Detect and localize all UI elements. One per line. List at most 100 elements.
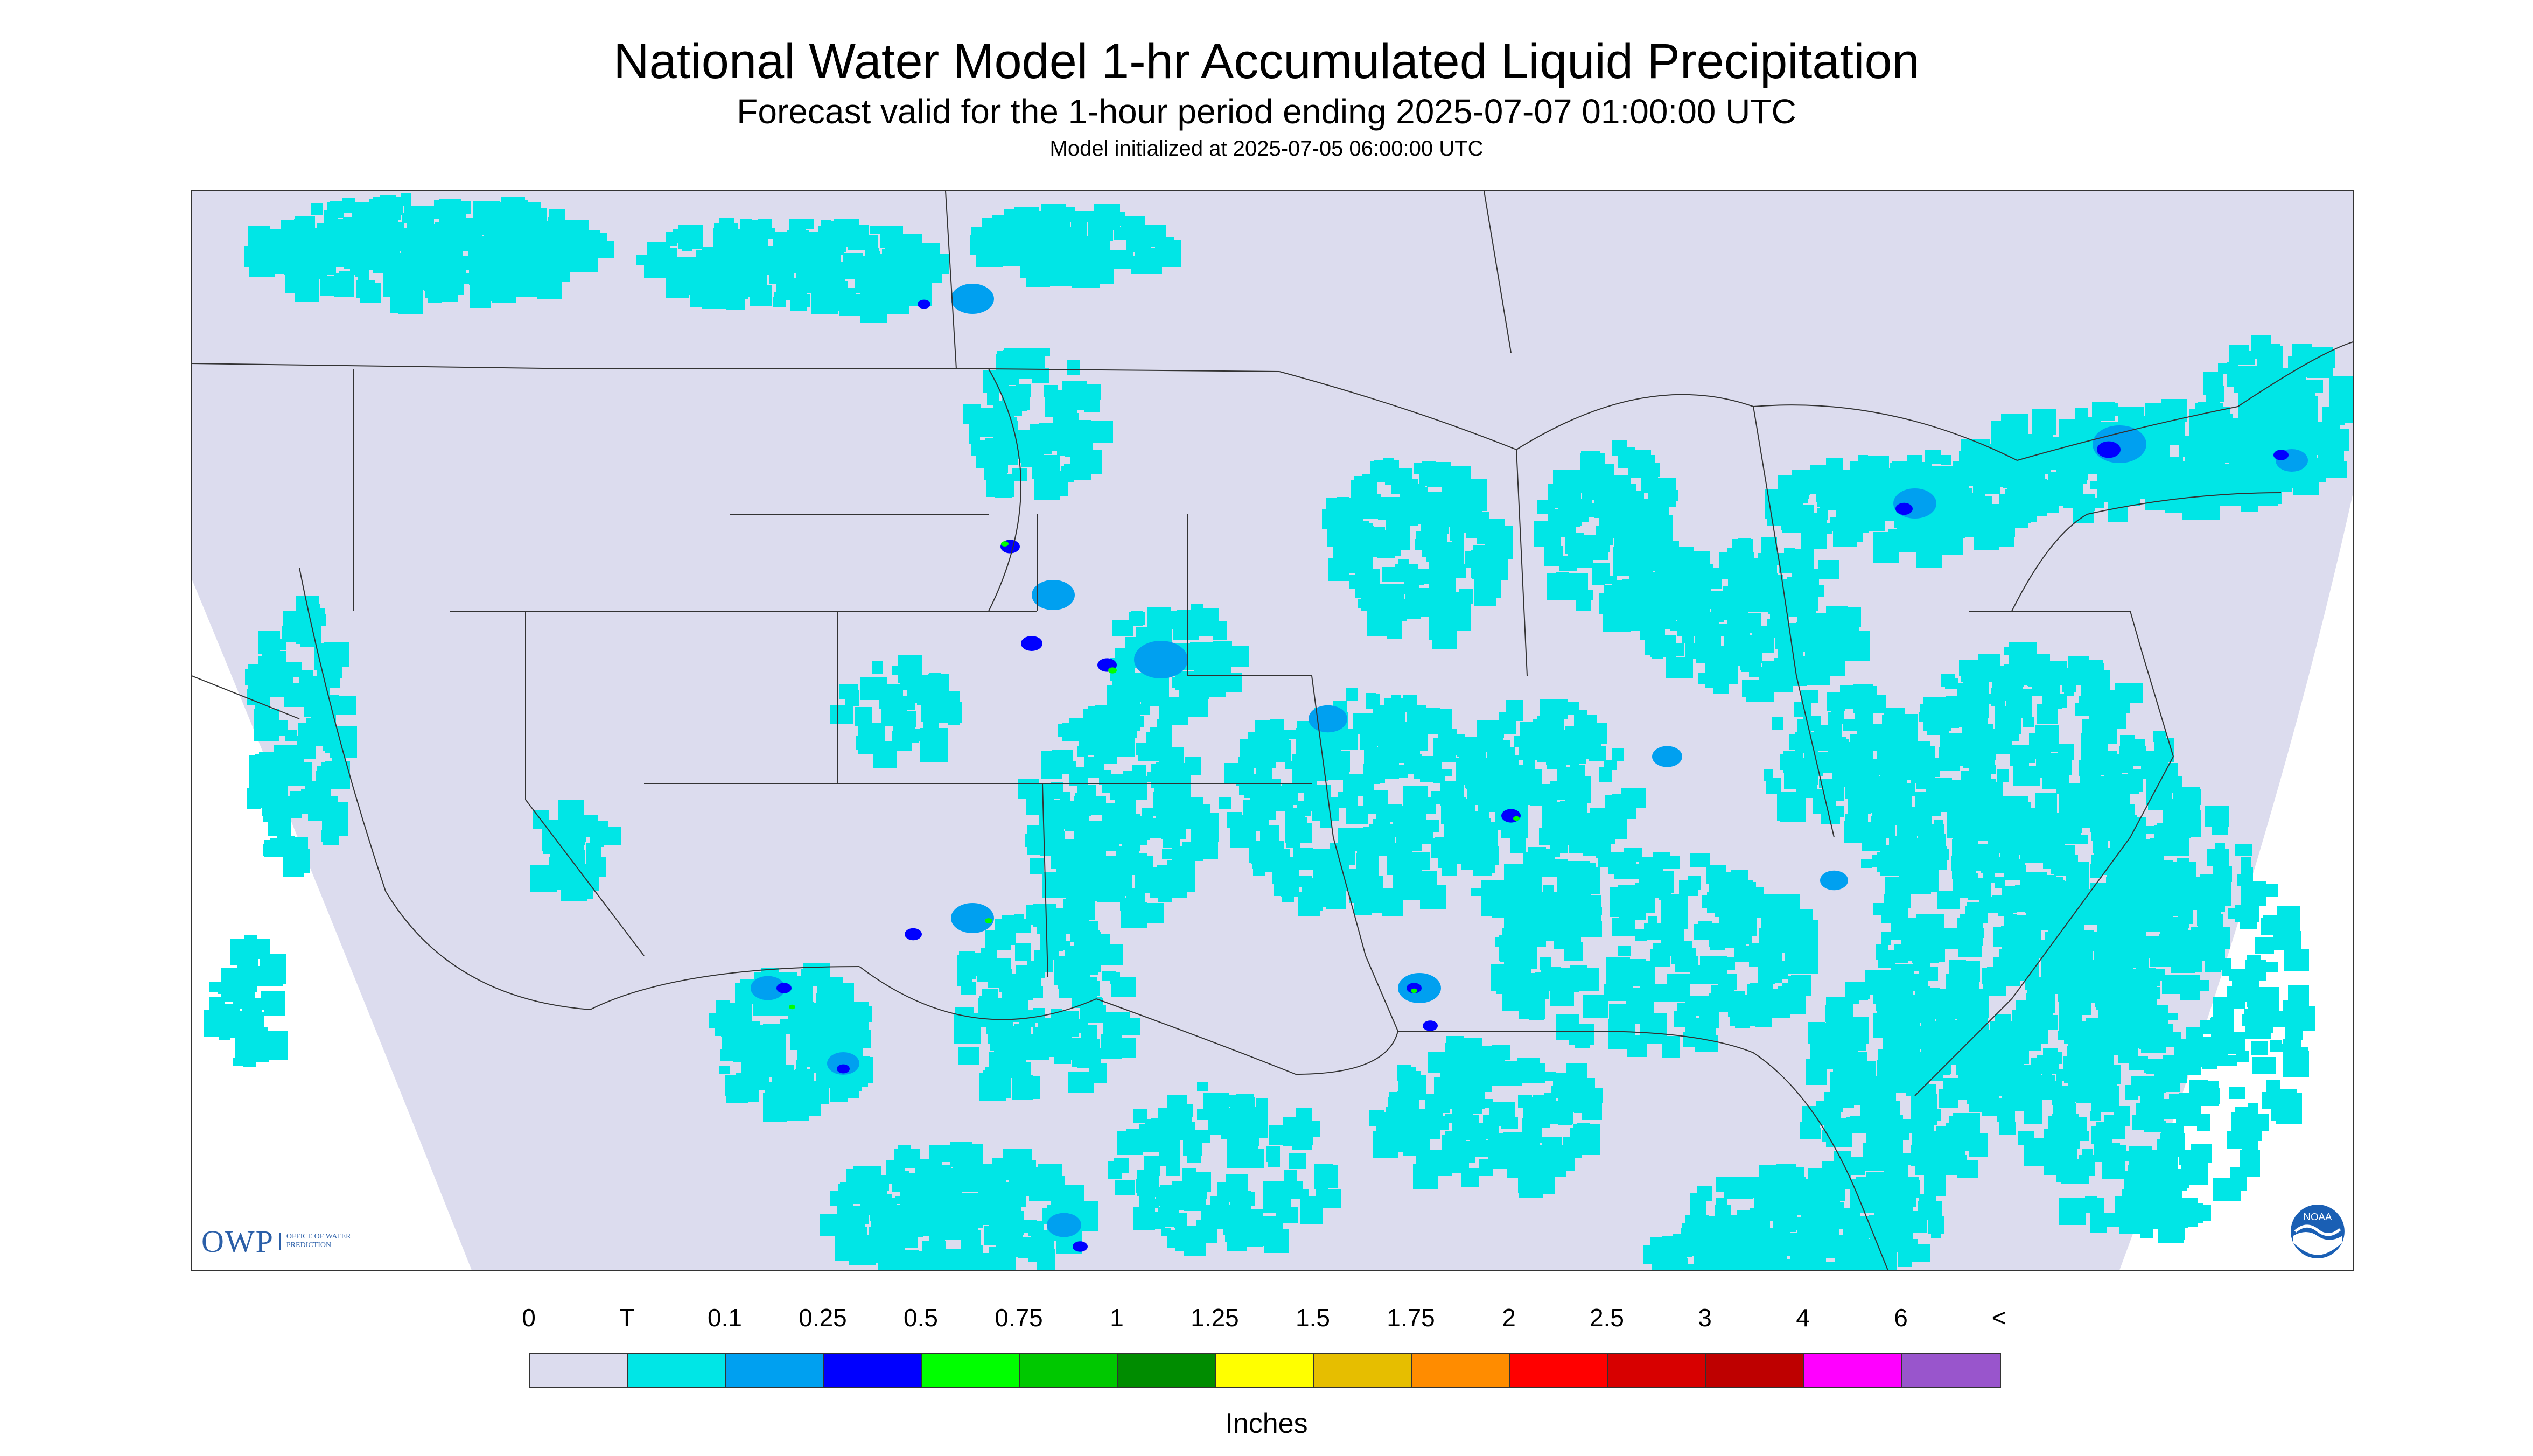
precip-trace-area-26 xyxy=(1107,604,1249,725)
legend-swatch-5 xyxy=(1020,1354,1118,1387)
precip-green-spot-4 xyxy=(1411,988,1417,993)
precip-heavy-spot-7 xyxy=(2097,441,2121,458)
precip-heavy-spot-1 xyxy=(1021,636,1042,651)
precip-trace-area-18 xyxy=(709,963,873,1122)
boundary-line-16 xyxy=(859,966,1097,1020)
boundary-line-17 xyxy=(299,568,860,1011)
precip-heavy-spot-10 xyxy=(837,1064,850,1074)
precip-trace-area-17 xyxy=(954,904,1140,1101)
legend-swatch-7 xyxy=(1216,1354,1314,1387)
precip-green-spot-2 xyxy=(985,918,992,923)
boundary-line-21 xyxy=(2017,341,2353,461)
legend-swatch-6 xyxy=(1118,1354,1216,1387)
legend-label-11: 2.5 xyxy=(1590,1304,1624,1332)
precipitation-map: OWP OFFICE OF WATER PREDICTION NOAA xyxy=(191,190,2354,1271)
boundary-line-1 xyxy=(988,368,1021,612)
owp-logo-text: OWP xyxy=(201,1223,274,1259)
boundary-line-23 xyxy=(945,191,957,369)
legend-label-12: 3 xyxy=(1698,1304,1712,1332)
legend-swatch-11 xyxy=(1608,1354,1706,1387)
precip-trace-area-0 xyxy=(244,193,614,314)
precip-light-spot-3 xyxy=(951,903,994,933)
legend-label-14: 6 xyxy=(1894,1304,1908,1332)
precip-trace-area-9 xyxy=(2199,335,2353,498)
precip-heavy-spot-4 xyxy=(776,983,792,993)
precip-green-spot-1 xyxy=(1108,667,1117,674)
legend-label-8: 1.5 xyxy=(1296,1304,1330,1332)
boundary-line-12 xyxy=(1753,406,1835,838)
precip-trace-area-19 xyxy=(820,1142,1098,1270)
precip-heavy-spot-11 xyxy=(1073,1241,1088,1252)
boundary-line-10 xyxy=(1279,371,2018,461)
legend-label-15: < xyxy=(1991,1304,2006,1332)
legend-colorbar xyxy=(529,1353,2001,1388)
legend-label-0: 0 xyxy=(522,1304,536,1332)
legend-swatch-3 xyxy=(824,1354,922,1387)
noaa-logo-text: NOAA xyxy=(2303,1211,2332,1222)
precip-trace-area-21 xyxy=(1491,852,1818,1058)
precip-green-spot-5 xyxy=(1513,816,1520,821)
legend-swatch-9 xyxy=(1412,1354,1510,1387)
legend-label-10: 2 xyxy=(1502,1304,1516,1332)
precip-light-spot-4 xyxy=(751,976,785,1000)
precip-heavy-spot-6 xyxy=(1895,502,1913,515)
map-title: National Water Model 1-hr Accumulated Li… xyxy=(613,34,1920,89)
precip-trace-area-3 xyxy=(963,348,1113,500)
precip-light-spot-12 xyxy=(1652,746,1682,767)
precip-trace-area-22 xyxy=(1369,1036,1603,1198)
boundary-line-14 xyxy=(1398,1030,1888,1270)
legend-units: Inches xyxy=(1225,1408,1308,1439)
boundary-line-9 xyxy=(1311,675,1398,1032)
precip-trace-area-25 xyxy=(1764,684,1930,851)
legend-label-13: 4 xyxy=(1796,1304,1810,1332)
boundary-line-22 xyxy=(1484,191,1512,353)
legend-label-7: 1.25 xyxy=(1191,1304,1239,1332)
boundary-line-8 xyxy=(1187,514,1312,676)
precip-trace-area-13 xyxy=(1682,1164,1944,1270)
legend-swatch-14 xyxy=(1902,1354,2000,1387)
precip-green-spot-3 xyxy=(789,1004,795,1010)
boundary-line-20 xyxy=(192,675,300,719)
precip-heavy-spot-13 xyxy=(1423,1020,1438,1031)
owp-logo: OWP OFFICE OF WATER PREDICTION xyxy=(201,1220,351,1263)
precip-trace-area-2 xyxy=(970,204,1181,288)
precip-trace-area-24 xyxy=(204,935,288,1067)
legend-swatch-13 xyxy=(1804,1354,1902,1387)
legend-swatch-10 xyxy=(1510,1354,1608,1387)
precip-trace-area-7 xyxy=(1765,450,2059,568)
noaa-logo: NOAA xyxy=(2291,1205,2345,1258)
legend-label-3: 0.25 xyxy=(799,1304,847,1332)
legend-label-2: 0.1 xyxy=(708,1304,742,1332)
precip-heavy-spot-12 xyxy=(1501,809,1521,823)
boundary-line-11 xyxy=(1516,449,1528,676)
precip-heavy-spot-8 xyxy=(2273,450,2289,460)
precip-light-spot-1 xyxy=(1134,641,1188,678)
legend-swatch-12 xyxy=(1706,1354,1804,1387)
model-init-time: Model initialized at 2025-07-05 06:00:00… xyxy=(1049,137,1484,160)
boundary-line-18 xyxy=(525,611,645,956)
owp-logo-subtext: OFFICE OF WATER PREDICTION xyxy=(279,1233,351,1250)
precip-green-spot-0 xyxy=(1001,541,1009,547)
precip-heavy-spot-3 xyxy=(905,928,922,941)
boundary-line-13 xyxy=(1914,611,2174,1096)
state-boundaries xyxy=(192,191,2353,1270)
precip-trace-area-11 xyxy=(1971,774,2315,1243)
precip-trace-area-4 xyxy=(1322,458,1513,649)
boundary-line-0 xyxy=(192,363,1280,372)
precip-heavy-spot-5 xyxy=(1407,983,1422,993)
precip-trace-area-27 xyxy=(830,655,962,768)
legend-swatch-4 xyxy=(922,1354,1020,1387)
precip-light-spot-2 xyxy=(1309,705,1347,733)
legend-label-4: 0.5 xyxy=(904,1304,938,1332)
precip-light-spot-13 xyxy=(1820,870,1848,891)
precip-trace-area-20 xyxy=(1108,1082,1341,1256)
precip-light-spot-9 xyxy=(951,284,994,314)
precip-heavy-spot-9 xyxy=(918,299,930,309)
legend-swatch-8 xyxy=(1314,1354,1412,1387)
legend-swatch-1 xyxy=(628,1354,726,1387)
precip-trace-area-29 xyxy=(1643,1215,1780,1270)
boundary-line-24 xyxy=(2011,492,2282,612)
precip-trace-area-6 xyxy=(1640,537,1870,702)
legend-label-5: 0.75 xyxy=(995,1304,1043,1332)
precip-light-spot-11 xyxy=(1047,1213,1081,1237)
